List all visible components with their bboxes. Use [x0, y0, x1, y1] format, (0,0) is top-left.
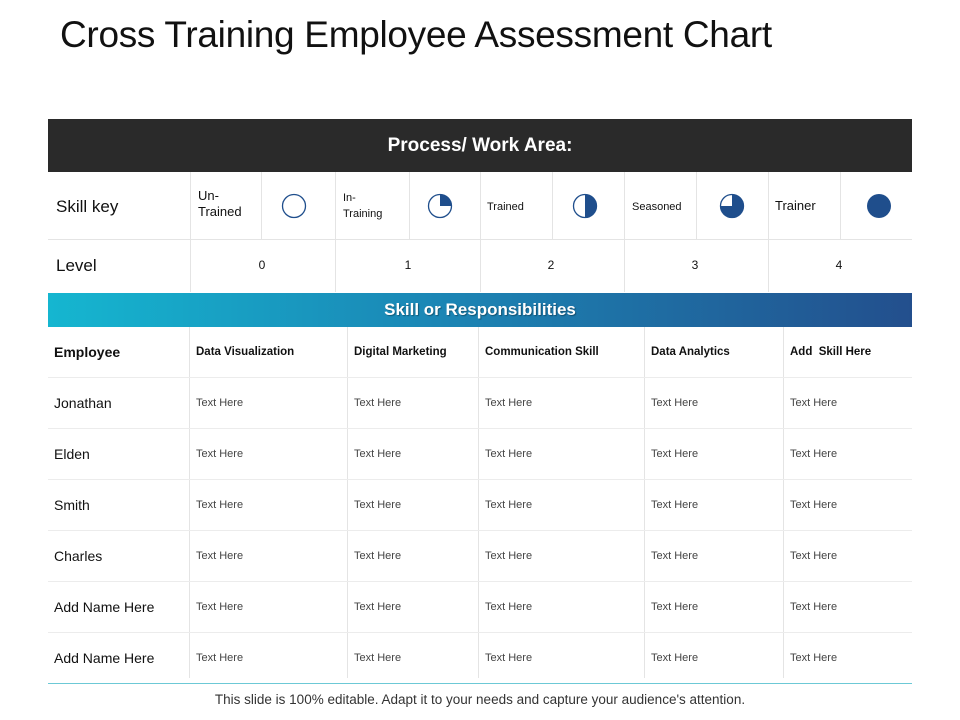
- divider: [480, 172, 481, 239]
- table-cell: Text Here: [485, 397, 533, 409]
- table-cell: Text Here: [651, 499, 699, 511]
- column-header-data-visualization: Data Visualization: [196, 346, 295, 358]
- divider: [347, 327, 348, 678]
- table-cell: Text Here: [485, 499, 533, 511]
- skill-key-intraining-label: In- Training: [343, 192, 383, 220]
- skill-key-trained-label: Trained: [487, 201, 524, 213]
- table-cell: Text Here: [651, 601, 699, 613]
- skills-header-label: Skill or Responsibilities: [384, 300, 576, 319]
- divider: [409, 172, 410, 239]
- employee-name: Jonathan: [54, 395, 112, 411]
- level-label: Level: [56, 256, 97, 275]
- column-header-communication-skill: Communication Skill: [485, 346, 599, 358]
- table-row: Add Name Here Text Here Text Here Text H…: [48, 633, 912, 684]
- skills-header: Skill or Responsibilities: [48, 293, 912, 327]
- table-row: Smith Text Here Text Here Text Here Text…: [48, 480, 912, 531]
- three-quarter-circle-icon: [719, 193, 745, 219]
- table-row: Jonathan Text Here Text Here Text Here T…: [48, 378, 912, 429]
- empty-circle-icon: [281, 193, 307, 219]
- level-value: 0: [258, 258, 266, 272]
- table-cell: Text Here: [196, 448, 244, 460]
- employee-name: Charles: [54, 548, 103, 564]
- footer-note: This slide is 100% editable. Adapt it to…: [214, 692, 746, 707]
- level-value: 2: [547, 258, 555, 272]
- divider: [335, 239, 336, 292]
- table-cell: Text Here: [790, 499, 838, 511]
- table-cell: Text Here: [354, 652, 402, 664]
- level-value: 3: [691, 258, 699, 272]
- table-cell: Text Here: [196, 499, 244, 511]
- divider: [624, 239, 625, 292]
- table-cell: Text Here: [485, 601, 533, 613]
- table-cell: Text Here: [790, 448, 838, 460]
- table-cell: Text Here: [354, 601, 402, 613]
- table-cell: Text Here: [651, 652, 699, 664]
- table-cell: Text Here: [651, 448, 699, 460]
- divider: [696, 172, 697, 239]
- table-cell: Text Here: [790, 601, 838, 613]
- divider: [189, 327, 190, 678]
- column-header-employee: Employee: [54, 344, 121, 360]
- skill-key-row: Skill key Un- Trained In- Training Train…: [48, 172, 912, 240]
- skill-key-trainer-label: Trainer: [775, 198, 816, 213]
- table-header-row: Employee Data Visualization Digital Mark…: [48, 327, 912, 378]
- table-cell: Text Here: [790, 397, 838, 409]
- divider: [190, 172, 191, 239]
- divider: [335, 172, 336, 239]
- employee-name: Smith: [54, 497, 90, 513]
- table-cell: Text Here: [651, 397, 699, 409]
- employee-skill-table: Employee Data Visualization Digital Mark…: [48, 327, 912, 684]
- process-work-area-label: Process/ Work Area:: [387, 134, 573, 156]
- divider: [624, 172, 625, 239]
- full-circle-icon: [867, 194, 891, 218]
- table-row: Add Name Here Text Here Text Here Text H…: [48, 582, 912, 633]
- skill-key-untrained-label: Un- Trained: [198, 188, 242, 219]
- process-work-area-header: Process/ Work Area:: [48, 119, 912, 172]
- page-title: Cross Training Employee Assessment Chart: [60, 14, 772, 55]
- table-cell: Text Here: [354, 397, 402, 409]
- table-cell: Text Here: [354, 499, 402, 511]
- skill-key-label: Skill key: [56, 197, 119, 216]
- table-cell: Text Here: [196, 397, 244, 409]
- table-cell: Text Here: [651, 550, 699, 562]
- skill-key-seasoned-label: Seasoned: [632, 201, 682, 213]
- table-cell: Text Here: [196, 601, 244, 613]
- level-value: 1: [404, 258, 412, 272]
- half-circle-icon: [572, 193, 598, 219]
- column-header-digital-marketing: Digital Marketing: [354, 346, 447, 358]
- column-header-add-skill: Add Skill Here: [790, 346, 872, 358]
- employee-name: Elden: [54, 446, 90, 462]
- divider: [190, 239, 191, 292]
- divider: [840, 172, 841, 239]
- divider: [261, 172, 262, 239]
- table-row: Elden Text Here Text Here Text Here Text…: [48, 429, 912, 480]
- column-header-data-analytics: Data Analytics: [651, 346, 730, 358]
- table-cell: Text Here: [196, 550, 244, 562]
- table-cell: Text Here: [485, 652, 533, 664]
- level-row: Level 0 1 2 3 4: [48, 239, 912, 292]
- table-cell: Text Here: [790, 652, 838, 664]
- table-cell: Text Here: [196, 652, 244, 664]
- divider: [480, 239, 481, 292]
- quarter-circle-icon: [427, 193, 453, 219]
- divider: [478, 327, 479, 678]
- table-cell: Text Here: [485, 448, 533, 460]
- divider: [768, 172, 769, 239]
- employee-name: Add Name Here: [54, 599, 155, 615]
- level-value: 4: [835, 258, 843, 272]
- divider: [552, 172, 553, 239]
- table-cell: Text Here: [354, 448, 402, 460]
- divider: [644, 327, 645, 678]
- divider: [783, 327, 784, 678]
- table-cell: Text Here: [354, 550, 402, 562]
- divider: [768, 239, 769, 292]
- table-cell: Text Here: [790, 550, 838, 562]
- employee-name: Add Name Here: [54, 650, 155, 666]
- table-row: Charles Text Here Text Here Text Here Te…: [48, 531, 912, 582]
- table-cell: Text Here: [485, 550, 533, 562]
